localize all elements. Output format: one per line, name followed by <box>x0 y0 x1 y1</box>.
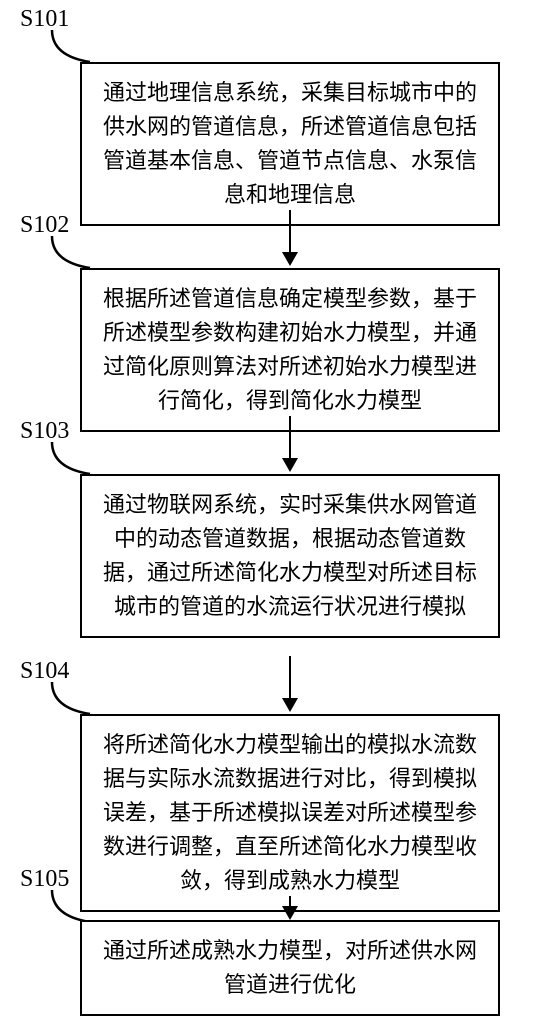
step-text-s102: 根据所述管道信息确定模型参数，基于所述模型参数构建初始水力模型，并通过简化原则算… <box>103 286 477 413</box>
flowchart-container: S101 通过地理信息系统，采集目标城市中的供水网的管道信息，所述管道信息包括管… <box>0 0 547 1000</box>
step-box-s102: 根据所述管道信息确定模型参数，基于所述模型参数构建初始水力模型，并通过简化原则算… <box>80 268 500 432</box>
arrow-s102-s103 <box>282 416 298 472</box>
step-text-s104: 将所述简化水力模型输出的模拟水流数据与实际水流数据进行对比，得到模拟误差，基于所… <box>103 732 477 893</box>
step-box-s104: 将所述简化水力模型输出的模拟水流数据与实际水流数据进行对比，得到模拟误差，基于所… <box>80 714 500 912</box>
step-box-s103: 通过物联网系统，实时采集供水网管道中的动态管道数据，根据动态管道数据，通过所述简… <box>80 474 500 638</box>
arrow-s104-s105 <box>282 896 298 920</box>
step-box-s105: 通过所述成熟水力模型，对所述供水网管道进行优化 <box>80 920 500 1016</box>
step-text-s105: 通过所述成熟水力模型，对所述供水网管道进行优化 <box>103 938 477 997</box>
arrow-s103-s104 <box>282 656 298 712</box>
step-text-s101: 通过地理信息系统，采集目标城市中的供水网的管道信息，所述管道信息包括管道基本信息… <box>103 80 477 207</box>
arrow-s101-s102 <box>282 210 298 266</box>
step-text-s103: 通过物联网系统，实时采集供水网管道中的动态管道数据，根据动态管道数据，通过所述简… <box>103 492 477 619</box>
step-box-s101: 通过地理信息系统，采集目标城市中的供水网的管道信息，所述管道信息包括管道基本信息… <box>80 62 500 226</box>
